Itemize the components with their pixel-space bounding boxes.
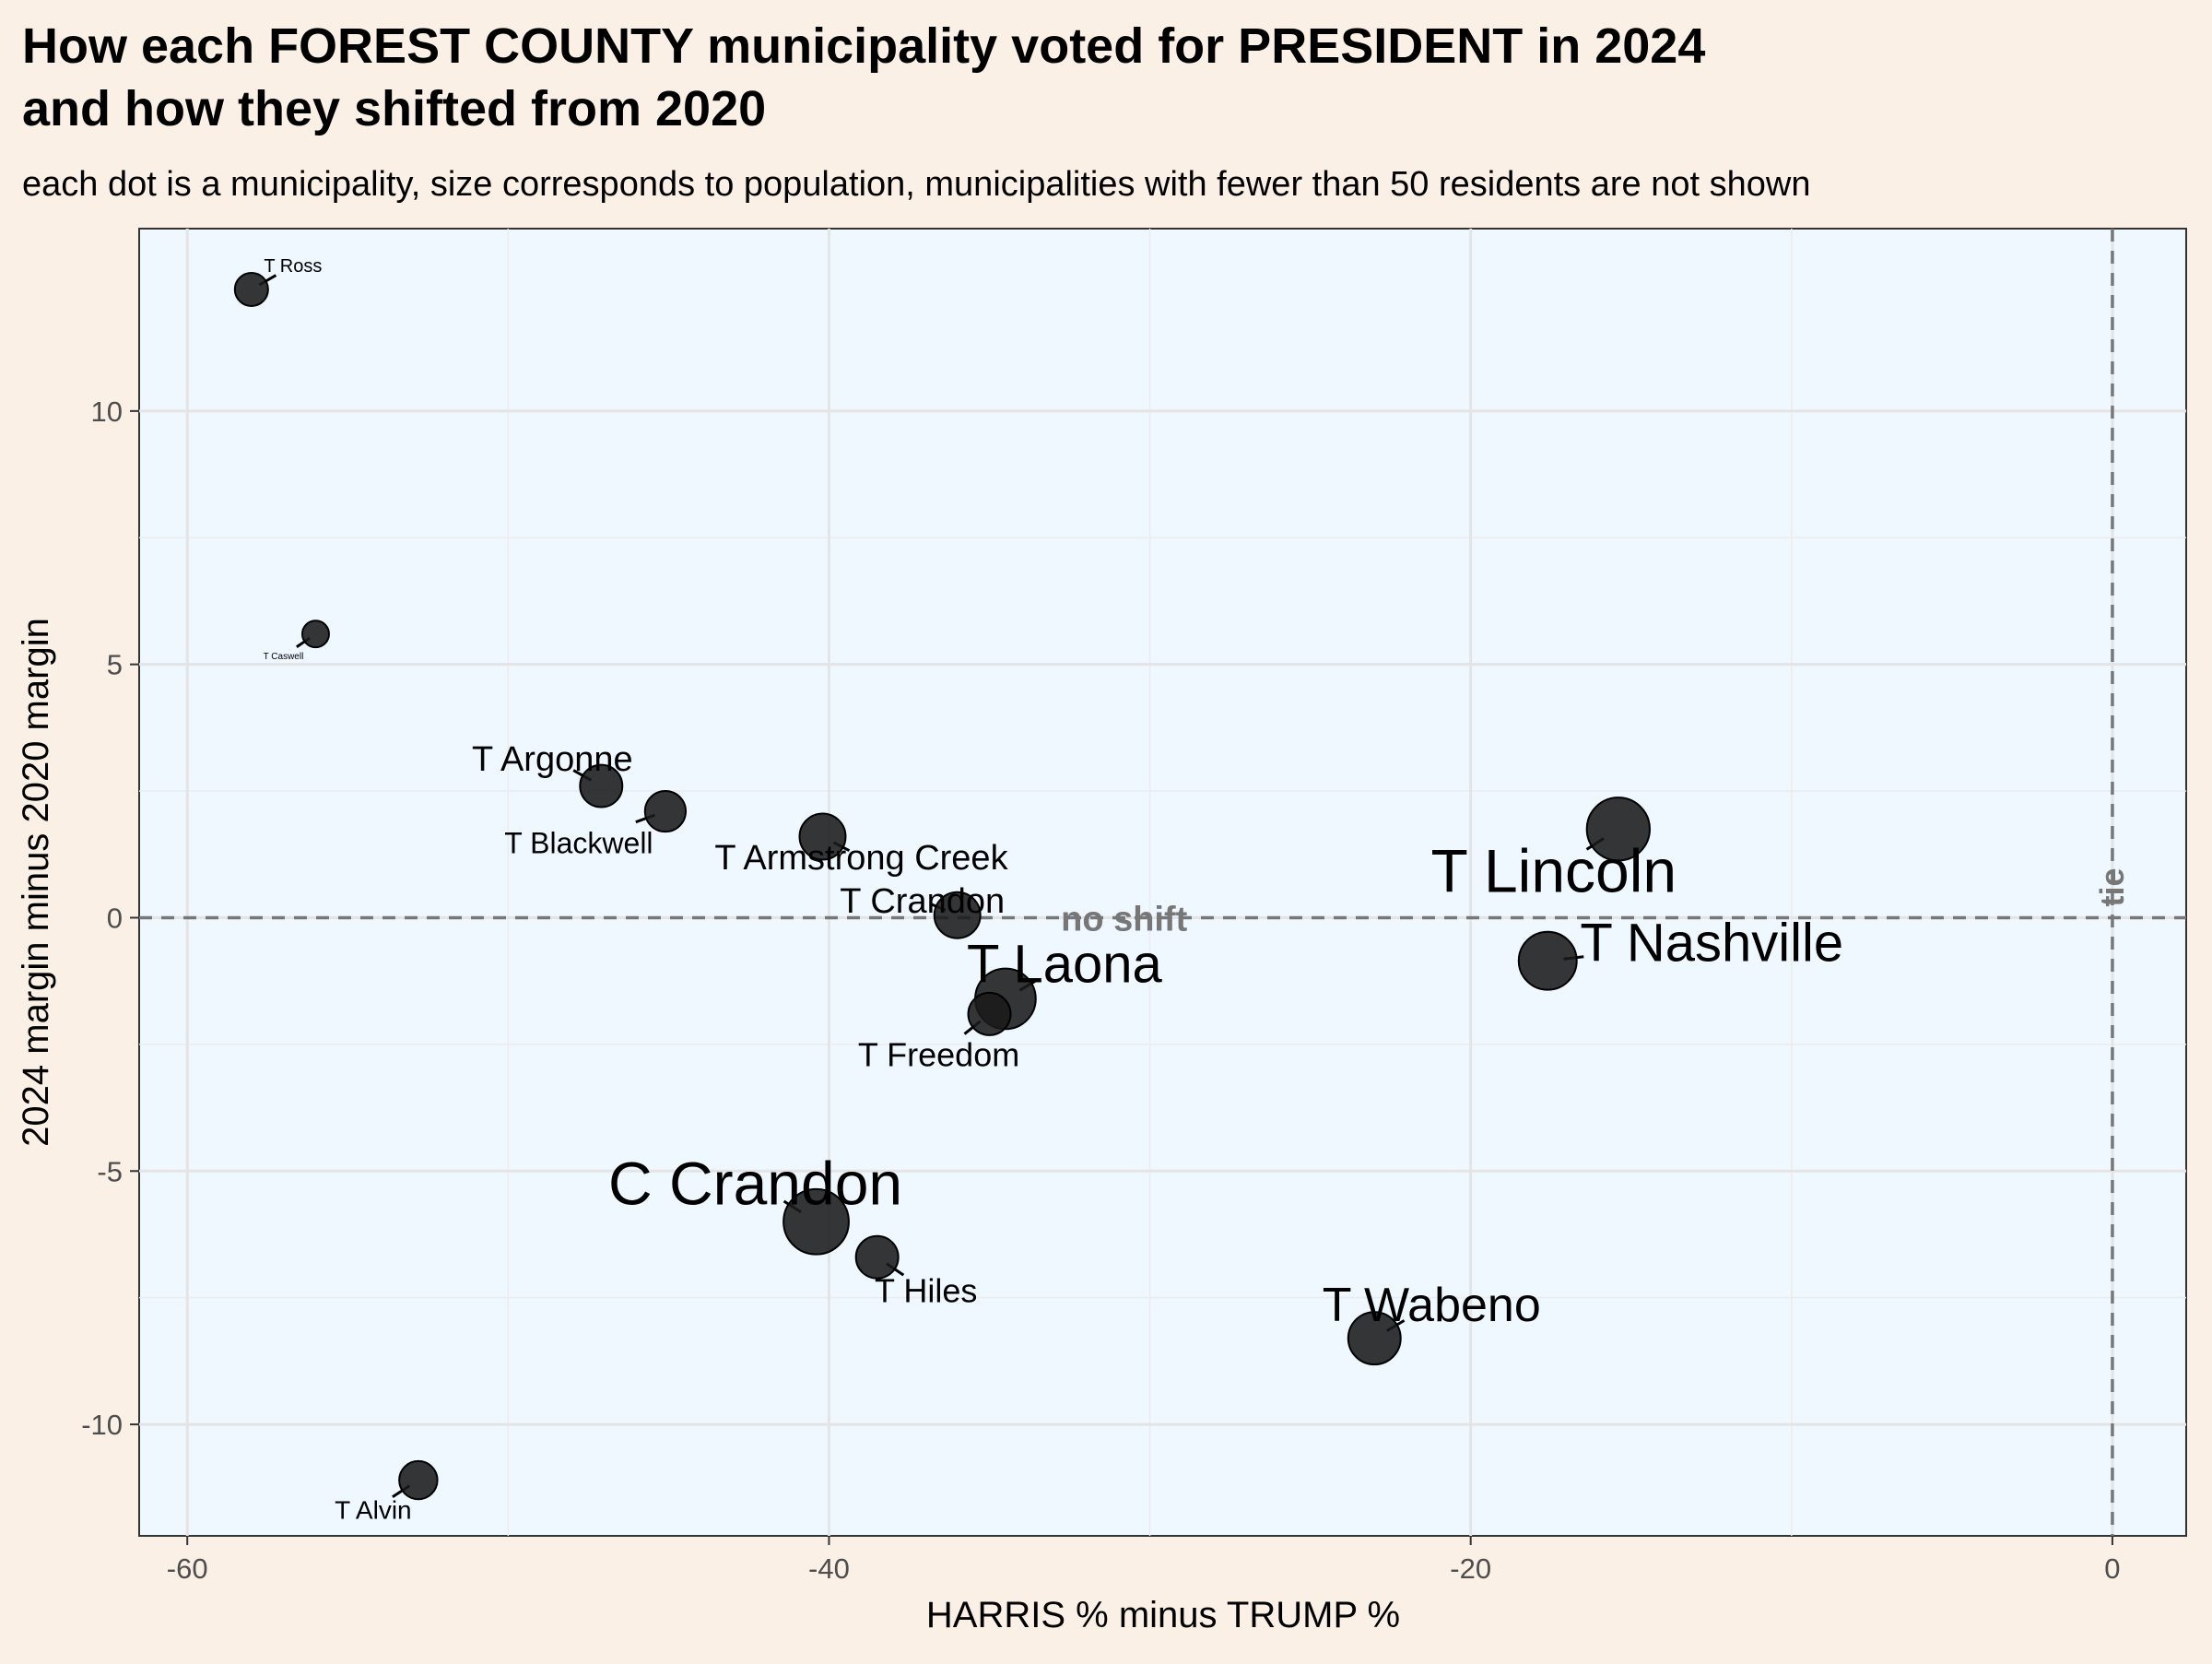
x-tick-label: -40	[808, 1552, 850, 1585]
y-tick-label: -5	[97, 1155, 123, 1187]
municipality-point	[782, 1187, 850, 1256]
municipality-label: T Wabeno	[1323, 1279, 1541, 1332]
reference-layer: no shift tie	[139, 229, 2186, 1536]
chart-subtitle: each dot is a municipality, size corresp…	[22, 165, 1810, 204]
municipality-label: T Armstrong Creek	[714, 839, 1008, 878]
municipality-label: T Lincoln	[1431, 836, 1677, 904]
municipality-label: T Hiles	[875, 1271, 977, 1309]
municipality-label: T Freedom	[858, 1035, 1019, 1073]
municipality-label: C Crandon	[608, 1149, 902, 1217]
chart-title-line-1: How each FOREST COUNTY municipality vote…	[22, 18, 1705, 74]
municipality-point	[1347, 1311, 1402, 1366]
municipality-label: T Ross	[264, 256, 322, 277]
municipality-label: T Caswell	[264, 652, 304, 662]
municipality-label: T Blackwell	[504, 826, 653, 859]
municipality-point	[967, 991, 1012, 1036]
municipality-point	[933, 891, 982, 939]
chart-title-line-2: and how they shifted from 2020	[22, 81, 766, 136]
municipality-point	[1585, 797, 1651, 862]
axes-layer: -60 -40 -20 0 -10 -5 0 5 10	[81, 395, 2120, 1585]
municipality-point	[233, 271, 269, 307]
plot-panel	[138, 228, 2187, 1537]
municipality-point	[643, 789, 688, 833]
x-axis-label: HARRIS % minus TRUMP %	[926, 1595, 1400, 1635]
points-layer: T Ross T Caswell T Argonne T Blackwell T Arm…	[233, 256, 1843, 1524]
x-tick-label: -60	[167, 1552, 208, 1585]
no-shift-label: no shift	[1061, 900, 1188, 938]
municipality-label: T Laona	[967, 935, 1163, 995]
municipality-point	[1517, 930, 1578, 991]
municipality-point	[798, 812, 847, 861]
tie-label: tie	[2093, 867, 2131, 906]
municipality-label: T Argonne	[472, 740, 633, 779]
municipality-point	[300, 620, 330, 649]
municipality-label: T Alvin	[335, 1495, 412, 1524]
municipality-label: T Crandon	[840, 882, 1005, 921]
x-tick-label: -20	[1450, 1552, 1491, 1585]
y-tick-label: 10	[91, 395, 123, 428]
y-tick-label: -10	[81, 1409, 123, 1441]
y-tick-label: 5	[107, 649, 123, 681]
municipality-label: T Nashville	[1580, 913, 1843, 973]
municipality-point	[579, 763, 624, 808]
x-tick-label: 0	[2104, 1552, 2120, 1585]
municipality-point	[854, 1234, 900, 1280]
y-tick-label: 0	[107, 902, 123, 934]
municipality-point	[398, 1459, 439, 1501]
y-axis-label: 2024 margin minus 2020 margin	[16, 618, 56, 1147]
